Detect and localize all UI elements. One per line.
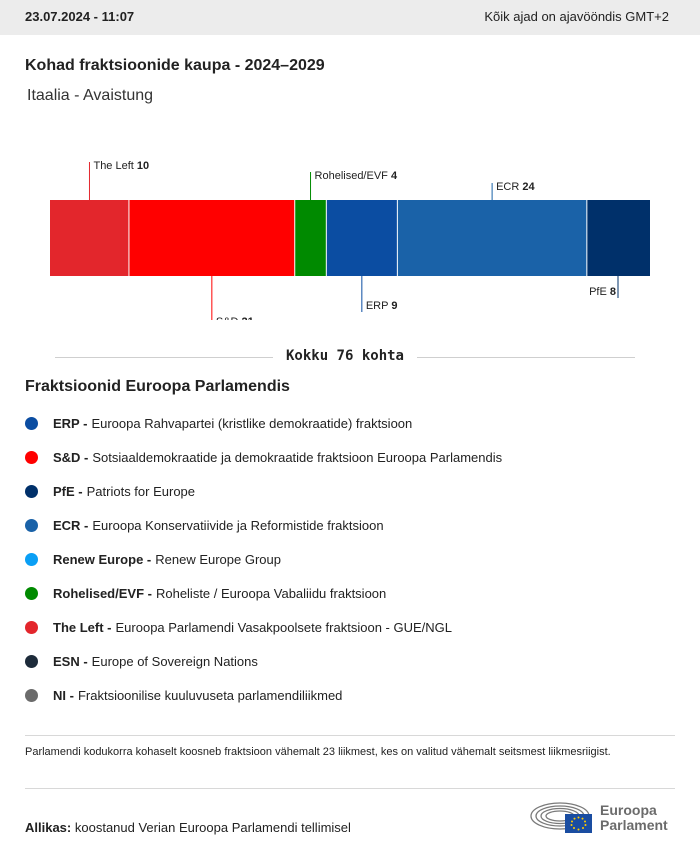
divider [25,735,675,736]
total-seats-label: Kokku 76 kohta [285,348,404,364]
legend-title: Fraktsioonid Euroopa Parlamendis [25,378,290,395]
logo-line-2: Parlament [600,817,668,833]
legend-name: Patriots for Europe [86,483,196,499]
segment-label: S&D 21 [216,316,254,320]
legend-abbr: PfE - [53,483,83,499]
bar-segment [128,200,295,276]
legend-abbr: ESN - [53,653,88,669]
segment-label-value: 24 [522,181,535,193]
legend-item: S&D - Sotsiaaldemokraatide ja demokraatid… [25,440,502,474]
legend-name: Euroopa Rahvapartei (kristlike demokraat… [91,415,413,431]
seats-bar-chart: The Left 10 S&D 21 Rohelised/EVF 4 ERP 9 ECR… [50,160,650,320]
legend-item: NI - Fraktsioonilise kuuluvuseta parlamen… [25,678,502,712]
segment-label-name: Rohelised/EVF [315,170,391,182]
chart-subtitle: Itaalia - Avaistung [27,87,154,104]
legend-dot-icon [25,654,38,668]
segment-label-value: 10 [137,160,149,172]
segment-label: ECR 24 [496,181,535,193]
legend-item: Renew Europe - Renew Europe Group [25,542,502,576]
timestamp: 23.07.2024 - 11:07 [25,9,135,24]
legend-dot-icon [25,688,38,702]
legend-item: PfE - Patriots for Europe [25,474,502,508]
legend-abbr: The Left - [53,619,112,635]
legend-item: The Left - Euroopa Parlamendi Vasakpoolse… [25,610,502,644]
top-bar: 23.07.2024 - 11:07 Kõik ajad on ajavöönd… [0,0,700,35]
segment-label-name: ERP [366,300,391,312]
european-parliament-logo: Euroopa Parlament [530,797,680,837]
bar-segment [294,200,327,276]
legend-item: ESN - Europe of Sovereign Nations [25,644,502,678]
segment-label-name: PfE [589,286,610,298]
legend-dot-icon [25,586,38,600]
legend-name: Fraktsioonilise kuuluvuseta parlamendili… [77,687,343,703]
logo-line-1: Euroopa [600,802,657,818]
legend-name: Euroopa Parlamendi Vasakpoolsete fraktsi… [115,619,452,635]
source-line: Allikas: koostanud Verian Euroopa Parlam… [25,820,351,835]
total-line-left [55,357,273,358]
legend-dot-icon [25,552,38,566]
legend-name: Renew Europe Group [155,551,281,567]
legend-dot-icon [25,450,38,464]
bar-segment [397,200,587,276]
legend-abbr: Rohelised/EVF - [53,585,152,601]
total-row: Kokku 76 kohta [55,347,635,367]
segment-label-name: The Left [93,160,136,172]
segment-label-value: 9 [391,300,397,312]
parliament-hemicycle-icon [530,802,592,833]
legend-abbr: S&D - [53,449,89,465]
bar-segment [586,200,650,276]
legend-item: Rohelised/EVF - Roheliste / Euroopa Vabal… [25,576,502,610]
group-legend: ERP - Euroopa Rahvapartei (kristlike demo… [25,406,502,712]
source-label: Allikas: [25,820,72,835]
legend-dot-icon [25,484,38,498]
legend-name: Europe of Sovereign Nations [91,653,258,669]
timezone-note: Kõik ajad on ajavööndis GMT+2 [484,9,669,24]
legend-dot-icon [25,518,38,532]
legend-abbr: Renew Europe - [53,551,152,567]
legend-name: Roheliste / Euroopa Vabaliidu fraktsioon [155,585,387,601]
logo-wordmark: Euroopa Parlament [600,803,668,833]
segment-label-value: 8 [610,286,616,298]
segment-label: PfE 8 [589,286,616,298]
divider [25,788,675,789]
chart-title: Kohad fraktsioonide kaupa - 2024–2029 [25,57,325,74]
legend-item: ECR - Euroopa Konservatiivide ja Reformis… [25,508,502,542]
source-text: koostanud Verian Euroopa Parlamendi tell… [74,820,351,835]
segment-label-value: 4 [391,170,398,182]
legend-item: ERP - Euroopa Rahvapartei (kristlike demo… [25,406,502,440]
legend-abbr: ERP - [53,415,88,431]
legend-abbr: ECR - [53,517,89,533]
bar-segment [50,200,129,276]
footnote: Parlamendi kodukorra kohaselt koosneb fr… [25,746,611,758]
segment-label-name: S&D [216,316,242,320]
legend-dot-icon [25,620,38,634]
legend-name: Sotsiaaldemokraatide ja demokraatide fra… [92,449,503,465]
bar-segment [326,200,398,276]
segment-label: ERP 9 [366,300,398,312]
segment-label-name: ECR [496,181,522,193]
legend-dot-icon [25,416,38,430]
legend-abbr: NI - [53,687,74,703]
total-line-right [417,357,635,358]
segment-label: Rohelised/EVF 4 [315,170,398,182]
segment-label-value: 21 [242,316,254,320]
legend-name: Euroopa Konservatiivide ja Reformistide … [92,517,384,533]
segment-label: The Left 10 [93,160,149,172]
